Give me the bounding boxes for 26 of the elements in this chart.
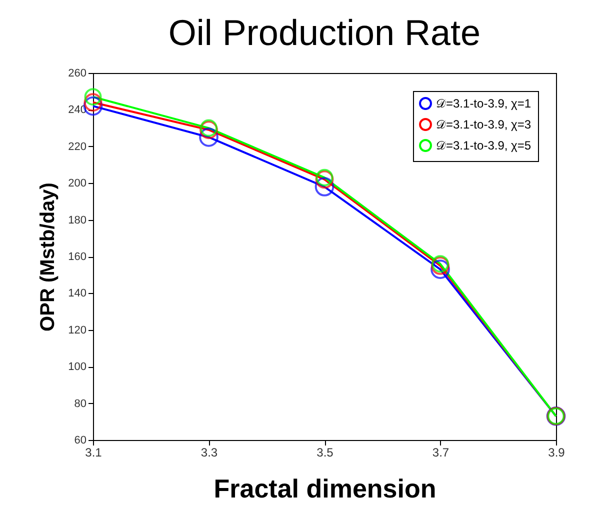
chart-title: Oil Production Rate: [168, 12, 481, 53]
y-tick-label: 180: [68, 214, 86, 226]
y-tick-label: 120: [68, 324, 86, 336]
point: [430, 260, 450, 279]
y-tick-label: 160: [68, 251, 86, 263]
x-tick-label: 3.1: [85, 446, 102, 460]
y-axis-title: OPR (Mstb/day): [37, 182, 60, 332]
y-tick-label: 80: [74, 398, 86, 410]
y-tick-label: 100: [68, 361, 86, 374]
x-axis-title: Fractal dimension: [214, 474, 436, 504]
legend-label: 𝒟=3.1-to-3.9, χ=1: [436, 96, 532, 110]
x-tick-label: 3.5: [316, 446, 334, 460]
x-tick-label: 3.9: [548, 446, 566, 460]
legend-label: 𝒟=3.1-to-3.9, χ=5: [436, 138, 532, 152]
legend-label: 𝒟=3.1-to-3.9, χ=3: [436, 118, 532, 132]
y-tick-label: 220: [68, 140, 86, 153]
y-tick-label: 60: [74, 434, 86, 446]
y-tick-label: 200: [68, 178, 86, 190]
y-tick-label: 240: [68, 104, 86, 116]
x-tick-label: 3.3: [200, 446, 218, 460]
y-tick-label: 140: [68, 288, 86, 300]
point: [199, 128, 218, 147]
y-tick-label: 260: [68, 68, 86, 80]
point: [314, 177, 334, 196]
point: [84, 88, 102, 106]
x-tick-label: 3.7: [432, 446, 450, 460]
